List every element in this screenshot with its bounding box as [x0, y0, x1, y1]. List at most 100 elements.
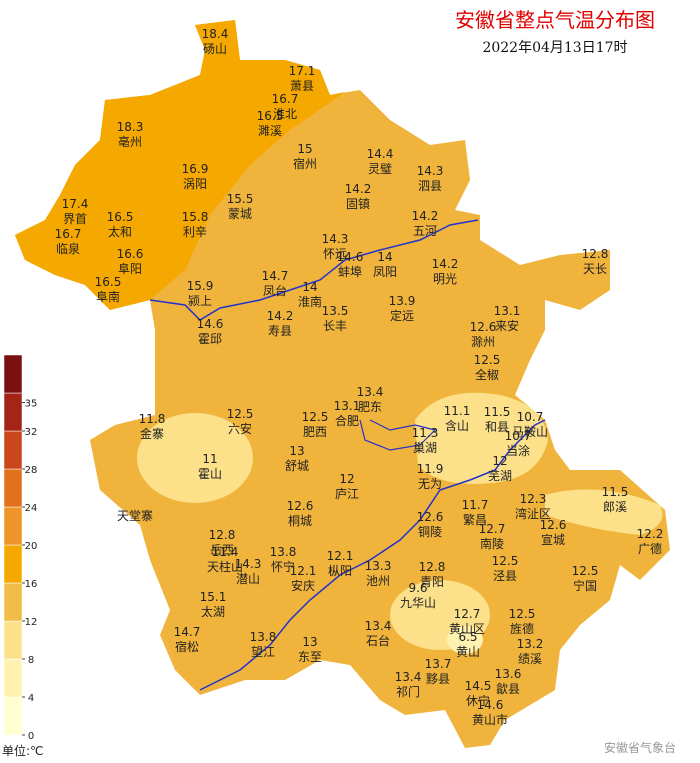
station-name: 五河 — [413, 224, 437, 238]
station-name: 和县 — [485, 420, 509, 434]
station-value: 16.5 — [95, 275, 122, 289]
station-name: 马鞍山 — [512, 424, 548, 439]
station-value: 13.7 — [425, 657, 452, 671]
station-value: 13.8 — [270, 545, 297, 559]
station-name: 广德 — [638, 541, 662, 556]
station-name: 砀山 — [203, 42, 227, 56]
station-value: 15 — [297, 142, 312, 156]
station-name: 桐城 — [288, 514, 312, 528]
station-value: 16.9 — [182, 162, 209, 176]
station-value: 13.1 — [334, 399, 361, 413]
legend-tick-label: 0 — [28, 731, 34, 742]
station-name: 枞阳 — [328, 564, 352, 578]
station-value: 10.7 — [505, 429, 532, 443]
legend-unit: 单位:℃ — [2, 743, 44, 758]
station-value: 12.6 — [470, 320, 497, 334]
station-value: 17.4 — [62, 197, 89, 211]
station-value: 11.5 — [484, 405, 511, 419]
station-name: 霍山 — [198, 467, 222, 481]
station-value: 14.7 — [174, 625, 201, 639]
station-name: 庐江 — [335, 486, 359, 501]
station-value: 16.7 — [55, 227, 82, 241]
station-name: 寿县 — [268, 324, 292, 338]
legend-tick-label: 35 — [25, 399, 38, 410]
legend-tick-label: 20 — [25, 541, 38, 552]
station-value: 12.5 — [572, 564, 599, 578]
station-value: 10.7 — [517, 410, 544, 424]
station-value: 12.8 — [209, 528, 236, 542]
station-value: 14.6 — [337, 250, 364, 264]
station-name: 来安 — [495, 318, 519, 333]
station-name: 淮北 — [273, 107, 297, 121]
station-value: 14.2 — [412, 209, 439, 223]
cool-zone — [545, 489, 663, 535]
station-value: 13.8 — [250, 630, 277, 644]
station-value: 12.5 — [227, 407, 254, 421]
station-name: 铜陵 — [418, 524, 442, 539]
station-value: 9.6 — [408, 581, 427, 595]
station-value: 13.6 — [495, 667, 522, 681]
station-value: 13.9 — [389, 294, 416, 308]
station-value: 15.9 — [187, 279, 214, 293]
warm-zone — [15, 20, 345, 310]
station-value: 12.7 — [479, 522, 506, 536]
station-name: 休宁 — [466, 693, 490, 708]
station-name: 天长 — [583, 262, 607, 276]
station-name: 淮南 — [298, 294, 322, 309]
station-name: 宿松 — [175, 639, 199, 654]
station-value: 12.2 — [637, 527, 664, 541]
station-name: 繁昌 — [463, 512, 487, 527]
station-value: 12.1 — [290, 564, 317, 578]
station-value: 12.5 — [474, 353, 501, 367]
station-name: 安庆 — [291, 578, 315, 593]
station-value: 12.5 — [492, 554, 519, 568]
station-name: 宁国 — [573, 578, 597, 593]
station-value: 14.3 — [417, 164, 444, 178]
station-value: 15.8 — [182, 210, 209, 224]
station-name: 巢湖 — [413, 440, 437, 455]
station-name: 含山 — [445, 418, 469, 433]
station-name: 凤阳 — [373, 265, 397, 279]
station-name: 黄山 — [456, 645, 480, 659]
station-value: 16.5 — [107, 210, 134, 224]
station-name: 阜阳 — [118, 262, 142, 276]
station-name: 蒙城 — [228, 207, 252, 221]
station-value: 12 — [492, 454, 507, 468]
station-name: 潜山 — [236, 572, 260, 586]
station-name: 亳州 — [118, 134, 142, 149]
legend-band — [3, 582, 23, 622]
station-name: 黟县 — [426, 672, 450, 686]
station-name: 怀远 — [323, 247, 347, 261]
cold-zone — [447, 626, 483, 654]
station-name: 天柱山 — [207, 559, 243, 574]
station-value: 12.7 — [454, 607, 481, 621]
cool-zone — [137, 413, 253, 503]
huai-river — [149, 219, 479, 321]
legend-band — [3, 468, 23, 508]
station-name: 望江 — [251, 645, 275, 659]
station-name: 濉溪 — [258, 123, 282, 138]
legend-band — [3, 354, 23, 394]
station-name: 凤台 — [263, 283, 287, 298]
station-value: 12.1 — [327, 549, 354, 563]
station-value: 13 — [302, 635, 317, 649]
station-value: 12 — [339, 472, 354, 486]
cool-zone — [415, 392, 548, 484]
time: 2022年04月13日17时 — [482, 40, 627, 56]
station-name: 无为 — [418, 477, 442, 491]
station-value: 11.3 — [412, 426, 439, 440]
station-name: 太湖 — [201, 604, 225, 619]
station-value: 13.1 — [494, 304, 521, 318]
station-value: 11.1 — [444, 404, 471, 418]
station-value: 11.7 — [462, 498, 489, 512]
station-name: 六安 — [228, 421, 252, 436]
station-name: 阜南 — [96, 289, 120, 304]
station-value: 12.8 — [419, 560, 446, 574]
legend: 0 4 8 12 16 20 24 28 32 35 — [3, 354, 38, 742]
station-value: 16.6 — [117, 247, 144, 261]
station-name: 合肥 — [335, 413, 359, 428]
place-label: 天堂寨 — [117, 508, 153, 523]
station-name: 芜湖 — [488, 468, 512, 483]
station-value: 18.3 — [117, 120, 144, 134]
